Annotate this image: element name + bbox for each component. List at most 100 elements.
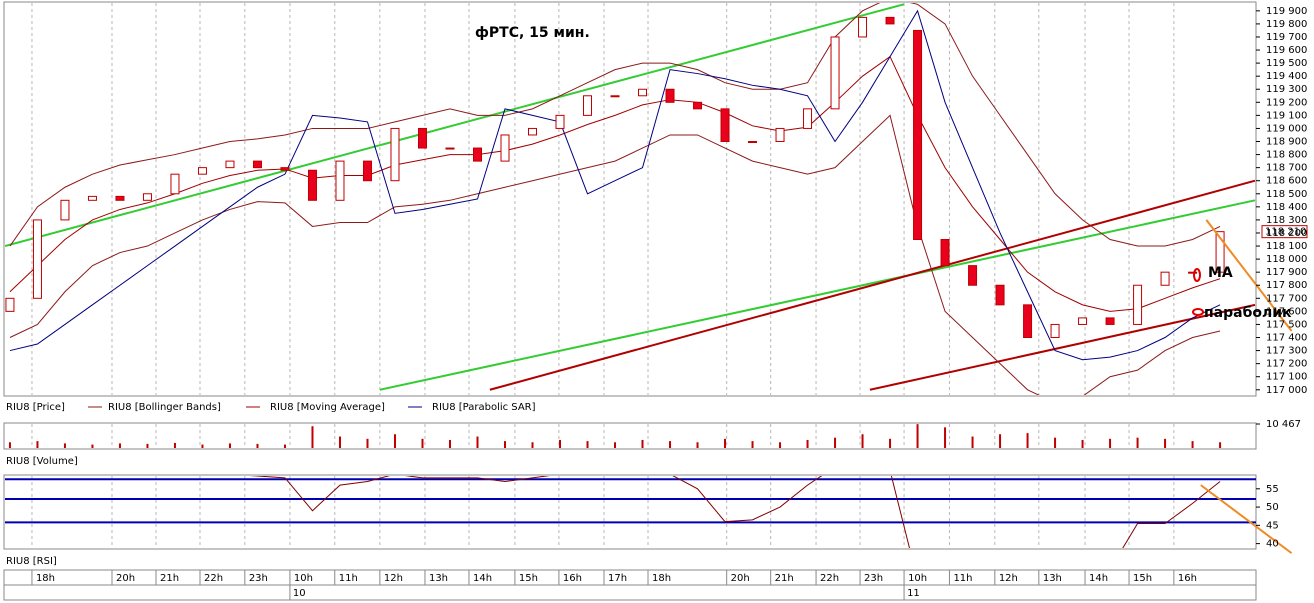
legend: RIU8 [Price] RIU8 [Bollinger Bands] RIU8… — [6, 402, 536, 413]
candle-body — [472, 147, 482, 162]
x-tick-label: 15h — [1133, 573, 1152, 584]
volume-bar — [146, 443, 149, 448]
y-tick-label: 117 200 — [1266, 359, 1307, 370]
x-tick-label: 21h — [775, 573, 794, 584]
volume-bar — [201, 444, 204, 448]
y-tick-label: 118 500 — [1266, 189, 1307, 200]
x-tick-label: 12h — [384, 573, 403, 584]
parabolic-sar — [9, 9, 1221, 361]
day-label: 11 — [907, 588, 920, 599]
y-tick-label: 40 — [1266, 539, 1279, 550]
volume-bar — [531, 442, 534, 448]
y-tick-label: 117 800 — [1266, 280, 1307, 291]
trendline — [5, 3, 905, 248]
volume-bar — [861, 434, 864, 448]
volume-bar — [36, 441, 39, 448]
candle-body — [60, 199, 70, 221]
y-tick-label: 119 700 — [1266, 32, 1307, 43]
volume-bar — [641, 439, 644, 448]
x-tick-label: 10h — [294, 573, 313, 584]
y-tick-label: 119 600 — [1266, 45, 1307, 56]
candle-body — [142, 193, 152, 201]
volume-bar — [1164, 438, 1167, 448]
volume-pane — [3, 422, 1257, 450]
candle-body — [803, 108, 813, 129]
chart-title: фРТС, 15 мин. — [475, 25, 590, 41]
candle-body — [968, 265, 978, 286]
volume-bar — [999, 434, 1002, 448]
y-tick-label: 117 400 — [1266, 333, 1307, 344]
volume-bar — [118, 443, 121, 448]
volume-plot — [8, 424, 1222, 448]
volume-bar — [944, 427, 947, 448]
y-tick-label: 117 300 — [1266, 346, 1307, 357]
y-tick-label: 119 500 — [1266, 58, 1307, 69]
x-tick-label: 14h — [1089, 573, 1108, 584]
ma-marker — [1193, 268, 1201, 282]
y-tick-label: 117 600 — [1266, 306, 1307, 317]
x-tick-label: 16h — [1178, 573, 1197, 584]
rsi-plot — [5, 476, 1256, 548]
y-tick-label: 118 700 — [1266, 163, 1307, 174]
y-tick-label: 119 900 — [1266, 6, 1307, 17]
volume-bar — [889, 438, 892, 448]
candle-body — [1133, 284, 1143, 325]
volume-bar — [669, 441, 672, 448]
candle-body — [885, 16, 895, 25]
volume-bar — [724, 438, 727, 448]
last-price-box — [1261, 225, 1308, 239]
volume-bar — [916, 424, 919, 448]
candle-body — [225, 160, 235, 169]
candle-body — [995, 284, 1005, 306]
volume-bar — [779, 442, 782, 448]
volume-bar — [63, 443, 66, 448]
y-tick-label: 118 900 — [1266, 137, 1307, 148]
candle-body — [1023, 304, 1033, 339]
candle-body — [362, 160, 372, 182]
forecast-arrow — [1200, 484, 1293, 554]
candle-body — [638, 88, 648, 97]
y-tick-label: 118 400 — [1266, 202, 1307, 213]
x-tick-label: 16h — [563, 573, 582, 584]
volume-bar — [504, 441, 506, 448]
x-tick-label: 23h — [864, 573, 883, 584]
y-tick-label: 118 800 — [1266, 150, 1307, 161]
annotation: параболик — [1204, 305, 1292, 321]
legend-entry: RIU8 [Moving Average] — [270, 402, 385, 413]
overlay: 118 210 — [1200, 219, 1308, 554]
y-tick-label: 55 — [1266, 484, 1279, 495]
volume-bar — [311, 426, 314, 448]
candle-body — [417, 127, 427, 149]
candle-body — [197, 167, 207, 175]
candle-body — [1188, 271, 1198, 274]
y-tick-label: 117 700 — [1266, 293, 1307, 304]
pane-label: RIU8 [RSI] — [6, 556, 57, 567]
candle-body — [335, 160, 345, 201]
y-tick-label: 119 100 — [1266, 110, 1307, 121]
legend-entry: RIU8 [Parabolic SAR] — [432, 402, 536, 413]
volume-bar — [421, 438, 424, 448]
volume-bar — [586, 441, 589, 448]
y-tick-label: 50 — [1266, 502, 1279, 513]
bollinger-upper — [9, 3, 1221, 247]
candle-body — [1050, 323, 1060, 339]
x-tick-label: 20h — [731, 573, 750, 584]
volume-bar — [1191, 441, 1194, 448]
y-tick-label: 118 600 — [1266, 176, 1307, 187]
x-tick-label: 14h — [473, 573, 492, 584]
candle-body — [693, 101, 703, 110]
candle-body — [1105, 317, 1115, 325]
volume-bar — [173, 442, 176, 448]
legend-entry: RIU8 [Price] — [6, 402, 65, 413]
candle-body — [1160, 271, 1170, 286]
x-tick-label: 10h — [908, 573, 927, 584]
x-tick-label: 18h — [36, 573, 55, 584]
x-tick-label: 22h — [204, 573, 223, 584]
candle-body — [748, 141, 758, 144]
legend-entry: RIU8 [Bollinger Bands] — [108, 402, 221, 413]
candle-body — [775, 127, 785, 143]
volume-bar — [559, 439, 562, 448]
volume-bar — [393, 434, 396, 448]
volume-bar — [806, 439, 809, 448]
day-label: 10 — [293, 588, 306, 599]
